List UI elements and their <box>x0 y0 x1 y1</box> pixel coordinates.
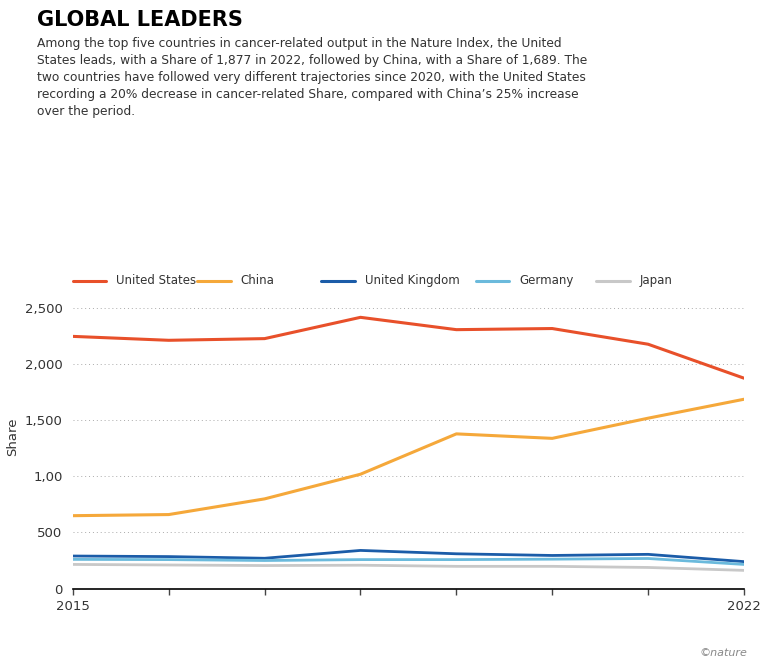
Text: Among the top five countries in cancer-related output in the Nature Index, the U: Among the top five countries in cancer-r… <box>37 37 587 118</box>
Text: China: China <box>241 274 275 287</box>
Text: Japan: Japan <box>640 274 673 287</box>
Y-axis label: Share: Share <box>6 418 19 456</box>
Text: GLOBAL LEADERS: GLOBAL LEADERS <box>37 10 242 30</box>
Text: United States: United States <box>117 274 196 287</box>
Text: Germany: Germany <box>519 274 574 287</box>
Text: ©nature: ©nature <box>700 648 748 658</box>
Text: United Kingdom: United Kingdom <box>365 274 459 287</box>
